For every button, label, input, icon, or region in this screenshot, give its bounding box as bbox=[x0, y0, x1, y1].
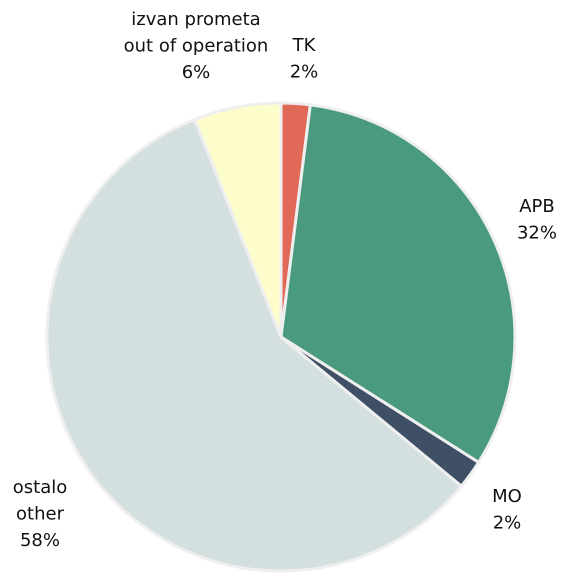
value-label: 6% bbox=[182, 62, 211, 83]
slice-label: out of operation bbox=[124, 36, 269, 57]
slice-label: izvan prometa bbox=[131, 9, 260, 30]
slice-label: APB bbox=[519, 196, 555, 217]
pie-slice bbox=[45, 117, 464, 573]
pie-slice bbox=[192, 101, 283, 338]
slice-label: TK bbox=[292, 35, 317, 56]
value-label: 2% bbox=[493, 513, 522, 534]
slice-label: other bbox=[16, 504, 65, 525]
slice-label: ostalo bbox=[13, 477, 68, 498]
value-label: 58% bbox=[20, 530, 60, 551]
value-label: 32% bbox=[517, 223, 557, 244]
value-label: 2% bbox=[290, 62, 319, 83]
slice-label: MO bbox=[492, 486, 522, 507]
